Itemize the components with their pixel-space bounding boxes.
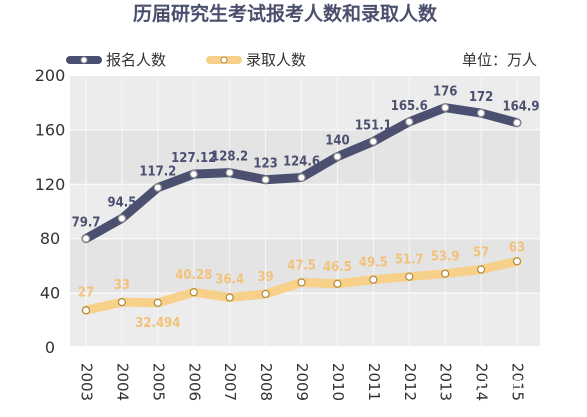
legend-marker-applicants [80,56,88,64]
data-point-applicants [441,103,450,112]
x-axis: 2003 2004 2005 2006 2007 2008 2009 2010 2011 2012… [78,363,527,401]
data-point-applicants [333,152,342,161]
data-point-admitted [117,298,127,307]
y-axis: 0 40 80 120 160 200 [35,66,66,357]
chart-title: 历届研究生考试报考人数和录取人数 [133,2,438,25]
y-tick-label: 200 [35,66,66,85]
legend: 报名人数 录取人数 单位：万人 [66,51,537,69]
y-tick-label: 160 [35,120,66,139]
data-point-admitted [512,257,522,266]
data-label-applicants: 123 [253,157,277,172]
data-point-admitted [476,265,486,274]
data-label-applicants: 140 [325,134,349,149]
legend-label-applicants: 报名人数 [106,51,166,69]
data-point-applicants [369,137,378,146]
watermark: 万门自考 [462,376,536,394]
x-tick-label: 2008 [257,363,275,401]
grid-bands [70,74,540,352]
data-point-applicants [117,214,127,223]
data-label-admitted: 27 [78,285,94,300]
unit-label: 单位：万人 [462,51,537,69]
legend-label-admitted: 录取人数 [246,51,306,69]
data-point-admitted [225,293,234,302]
data-point-admitted [333,279,342,288]
y-tick-label: 40 [40,284,60,303]
data-label-admitted: 57 [473,245,489,260]
data-point-applicants [189,170,198,179]
data-label-applicants: 165.6 [391,99,428,114]
data-point-admitted [261,289,270,299]
wechat-icon-bubble [472,384,482,394]
data-label-applicants: 176 [433,85,457,100]
y-tick-label: 120 [35,175,66,194]
data-label-admitted: 63 [509,240,525,255]
x-tick-label: 2007 [221,363,239,401]
x-tick-label: 2011 [365,363,383,401]
data-label-admitted: 36.4 [215,272,244,287]
y-tick-label: 80 [40,229,60,248]
legend-marker-admitted [220,56,228,64]
data-label-applicants: 124.6 [283,155,320,170]
data-label-admitted: 46.5 [323,260,352,275]
data-label-applicants: 128.2 [211,150,248,165]
data-point-admitted [369,275,378,284]
wechat-icon [462,376,478,392]
data-label-admitted: 49.5 [359,256,388,271]
y-tick-label: 0 [45,338,55,357]
x-tick-label: 2010 [329,363,347,401]
data-label-applicants: 127.12 [171,151,216,166]
watermark-text: 万门自考 [484,378,536,393]
x-tick-label: 2013 [437,363,455,401]
data-label-applicants: 117.2 [139,165,176,180]
legend-item-applicants: 报名人数 [66,51,166,69]
data-point-applicants [405,117,414,126]
data-point-applicants [153,183,162,192]
data-point-applicants [81,234,91,243]
data-label-applicants: 151.1 [355,119,392,134]
series-points [81,103,522,315]
data-label-admitted: 33 [114,278,130,293]
x-tick-label: 2012 [401,363,419,401]
data-point-applicants [512,118,522,127]
data-label-admitted: 47.5 [287,258,316,273]
legend-item-admitted: 录取人数 [206,51,306,69]
x-tick-label: 2014 [473,363,491,401]
grid-band [70,75,540,130]
x-tick-label: 2003 [78,363,96,401]
data-label-applicants: 172 [469,90,493,105]
data-point-applicants [261,175,270,184]
data-label-admitted: 40.28 [175,268,212,283]
data-point-admitted [441,269,450,278]
x-tick-label: 2004 [113,363,131,401]
x-tick-label: 2006 [185,363,203,401]
data-point-admitted [405,272,414,281]
data-label-admitted: 53.9 [431,250,460,265]
data-label-applicants: 94.5 [107,195,136,210]
data-label-admitted: 51.7 [395,253,424,268]
data-label-admitted: 32.494 [135,316,180,331]
data-point-admitted [81,306,91,315]
x-tick-label: 2015 [509,363,527,401]
data-point-applicants [225,168,234,177]
data-point-admitted [297,278,306,287]
data-label-admitted: 39 [257,270,273,285]
data-label-applicants: 79.7 [72,216,101,231]
data-point-applicants [297,173,306,182]
grid-band [70,183,540,239]
data-point-admitted [153,298,162,307]
data-point-admitted [189,288,198,297]
data-label-applicants: 164.9 [503,100,540,115]
x-tick-label: 2005 [149,363,167,401]
x-tick-label: 2009 [293,363,311,401]
data-point-applicants [476,108,486,118]
